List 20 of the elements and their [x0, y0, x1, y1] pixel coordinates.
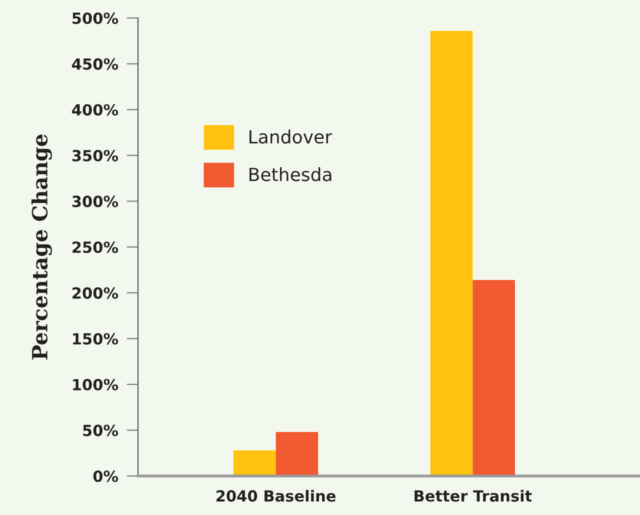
y-tick-label: 200% [72, 287, 118, 299]
bar [276, 432, 318, 476]
y-tick-label: 500% [72, 12, 118, 24]
y-tick-label: 350% [72, 150, 118, 162]
legend-label: Bethesda [250, 167, 332, 182]
bar [472, 280, 515, 476]
bar [430, 30, 473, 476]
y-tick-label: 400% [72, 104, 118, 116]
y-tick-label: 100% [73, 378, 118, 390]
y-tick-label: 250% [72, 241, 118, 254]
legend-label: Landover [250, 130, 332, 144]
x-tick-label: Better Transit [414, 490, 532, 502]
y-tick-label: 450% [72, 58, 118, 70]
y-tick-label: 150% [73, 333, 118, 345]
bar [233, 450, 276, 476]
y-tick-label: 0% [93, 470, 118, 482]
y-tick-label: 50% [83, 424, 118, 436]
y-tick-label: 300% [72, 196, 118, 208]
x-tick-label: 2040 Baseline [216, 490, 336, 502]
y-axis-title: Percentage Change [31, 134, 52, 360]
